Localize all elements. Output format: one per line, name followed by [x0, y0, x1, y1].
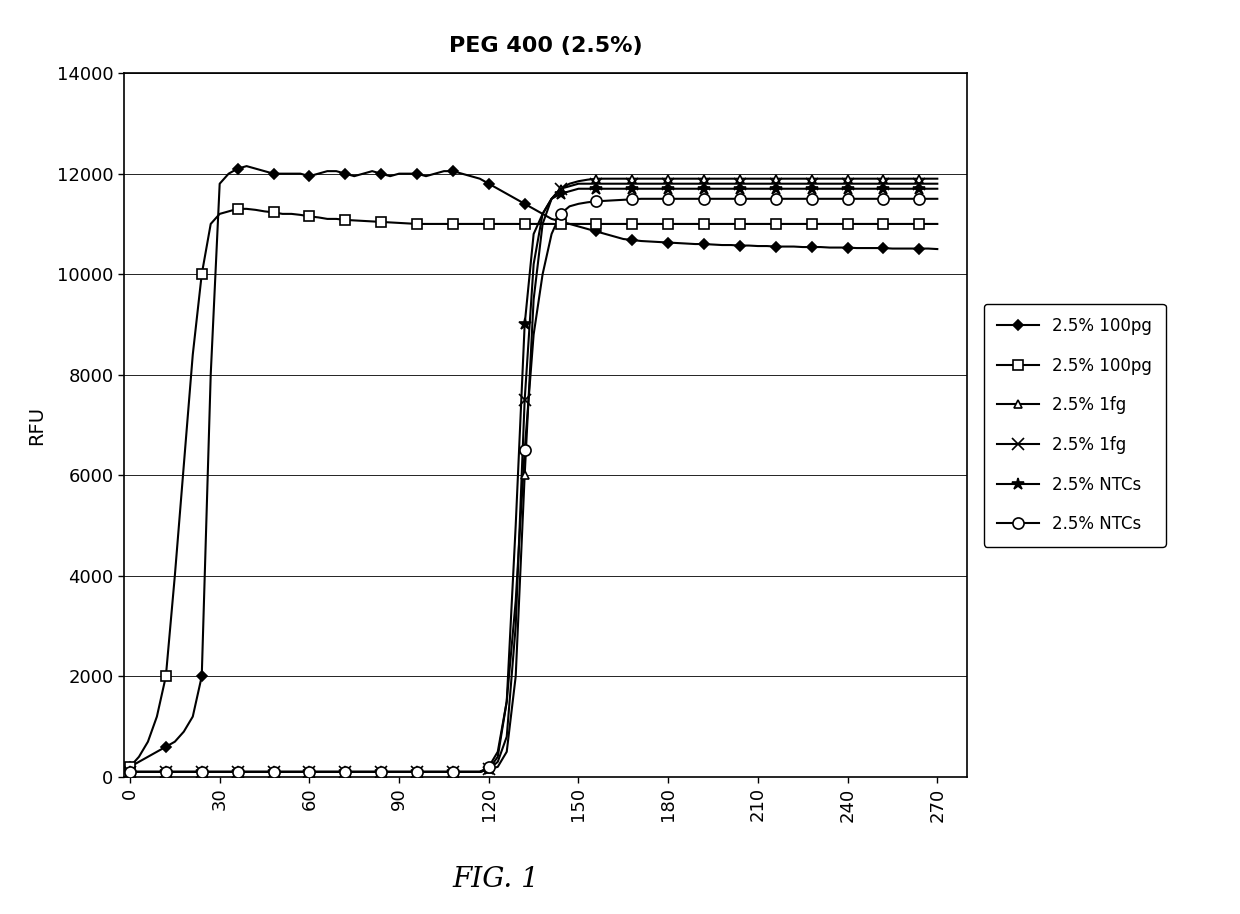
Legend: 2.5% 100pg, 2.5% 100pg, 2.5% 1fg, 2.5% 1fg, 2.5% NTCs, 2.5% NTCs: 2.5% 100pg, 2.5% 100pg, 2.5% 1fg, 2.5% 1… [985, 303, 1166, 547]
Title: PEG 400 (2.5%): PEG 400 (2.5%) [449, 37, 642, 57]
Y-axis label: RFU: RFU [27, 406, 46, 444]
Text: FIG. 1: FIG. 1 [453, 866, 539, 893]
